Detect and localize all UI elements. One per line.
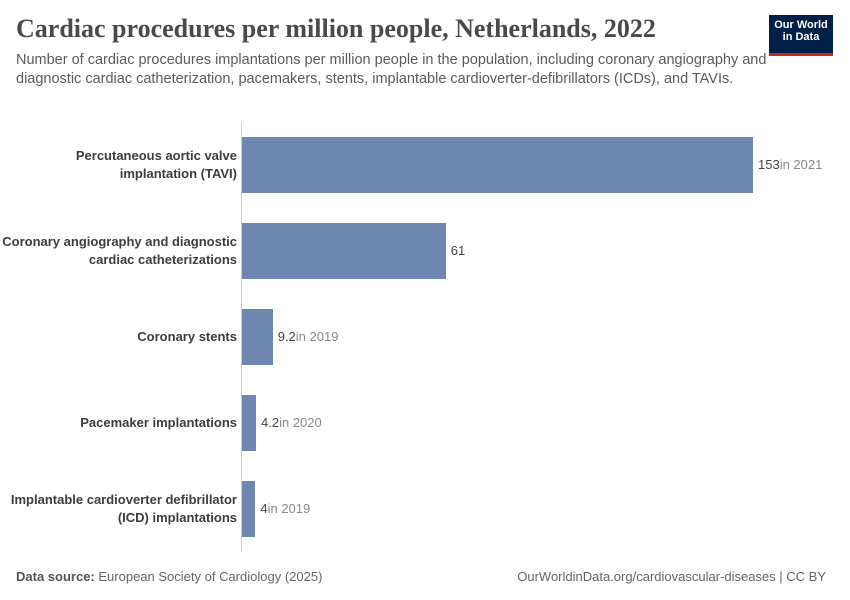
- chart-subtitle: Number of cardiac procedures implantatio…: [16, 52, 767, 87]
- category-label: Pacemaker implantations: [80, 415, 237, 430]
- bar: [242, 481, 256, 537]
- credit[interactable]: OurWorldinData.org/cardiovascular-diseas…: [517, 569, 826, 584]
- value-note: in 2020: [279, 415, 322, 430]
- value-note: in 2019: [295, 329, 339, 344]
- chart-title: Cardiac procedures per million people, N…: [16, 14, 656, 43]
- source-text[interactable]: European Society of Cardiology (2025): [98, 569, 323, 584]
- source-label: Data source:: [16, 569, 95, 584]
- value-label-group: 61: [451, 243, 465, 258]
- category-label: Coronary stents: [137, 329, 237, 344]
- source: Data source: European Society of Cardiol…: [16, 569, 322, 584]
- bar: [242, 137, 753, 193]
- value-label: 4: [260, 501, 268, 516]
- logo[interactable]: Our World in Data: [769, 15, 833, 56]
- value-label: 153: [758, 157, 780, 172]
- axis-line: [241, 122, 242, 552]
- bar: [242, 309, 273, 365]
- value-label-group: 4in 2019: [260, 501, 310, 516]
- bar: [242, 223, 446, 279]
- bar: [242, 395, 257, 451]
- value-label-group: 9.2in 2019: [278, 329, 339, 344]
- value-label: 4.2: [261, 415, 280, 430]
- value-note: in 2021: [779, 157, 823, 172]
- category-label: Implantable cardioverter defibrillator (…: [10, 492, 237, 525]
- value-label-group: 4.2in 2020: [261, 415, 322, 430]
- value-note: in 2019: [267, 501, 311, 516]
- category-label: Percutaneous aortic valve implantation (…: [75, 148, 237, 181]
- value-label: 61: [450, 243, 466, 258]
- value-label: 9.2: [277, 329, 296, 344]
- logo-text: Our World in Data: [774, 19, 828, 43]
- value-label-group: 153in 2021: [758, 157, 822, 172]
- category-label: Coronary angiography and diagnostic card…: [2, 234, 237, 267]
